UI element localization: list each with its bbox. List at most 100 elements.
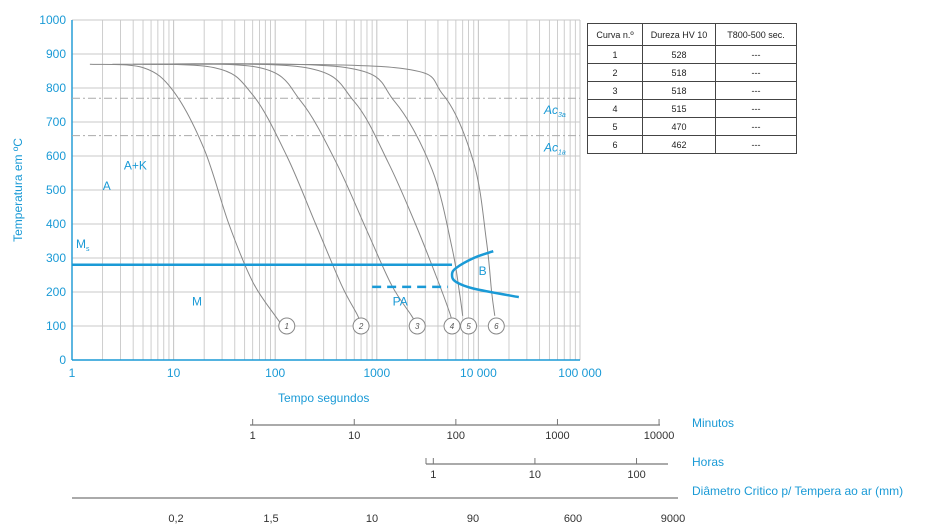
minutes-tick-label: 1 xyxy=(250,430,256,442)
table-row: 3 518 --- xyxy=(587,81,797,100)
y-tick-label: 100 xyxy=(46,319,66,333)
x-axis-title: Tempo segundos xyxy=(278,391,369,405)
y-axis-title: Temperatura em ºC xyxy=(11,138,25,242)
curve-markers: 1 2 3 4 5 6 xyxy=(278,317,505,335)
table-cell: --- xyxy=(715,81,797,100)
y-tick-label: 200 xyxy=(46,285,66,299)
curve-marker xyxy=(487,317,505,335)
y-tick-label: 300 xyxy=(46,251,66,265)
ms-subscript: s xyxy=(86,246,90,253)
region-label: PA xyxy=(393,295,408,309)
table-header-time: T800-500 sec. xyxy=(715,23,797,46)
minutes-tick-label: 100 xyxy=(447,430,465,442)
diameter-tick-label: 0,2 xyxy=(168,513,183,525)
curve-marker xyxy=(408,317,426,335)
cooling-curve-6 xyxy=(157,63,496,316)
table-cell: 5 xyxy=(587,117,643,136)
curve-marker-label: 3 xyxy=(415,322,420,331)
minutes-tick-label: 1000 xyxy=(545,430,569,442)
cooling-curve-1 xyxy=(89,63,284,327)
cooling-curve-2 xyxy=(112,63,362,327)
diameter-axis-title: Diâmetro Critico p/ Tempera ao ar (mm) xyxy=(692,484,903,498)
x-tick-label: 100 000 xyxy=(558,366,602,380)
y-tick-label: 800 xyxy=(46,81,66,95)
table-cell: 462 xyxy=(642,135,716,154)
region-label: A+K xyxy=(124,159,147,173)
transformation-lines xyxy=(72,250,520,299)
curve-marker xyxy=(443,317,461,335)
cooling-curve-3 xyxy=(133,63,418,327)
x-tick-label: 10 000 xyxy=(460,366,497,380)
table-cell: 515 xyxy=(642,99,716,118)
diameter-tick-label: 10 xyxy=(366,513,378,525)
table-cell: 3 xyxy=(587,81,643,100)
diameter-tick-label: 600 xyxy=(564,513,582,525)
x-tick-label: 1000 xyxy=(363,366,390,380)
secondary-axes: 1 10 100 1000 10000 Minutos 1 10 100 Horas 0,2 1,5 1… xyxy=(72,416,903,525)
diameter-tick-label: 1,5 xyxy=(263,513,278,525)
table-header-curve: Curva n.º xyxy=(587,23,643,46)
table-header-row: Curva n.º Dureza HV 10 T800-500 sec. xyxy=(587,23,797,46)
curve-marker xyxy=(460,317,478,335)
region-label: B xyxy=(479,264,487,278)
table-cell: --- xyxy=(715,63,797,82)
table-row: 1 528 --- xyxy=(587,45,797,64)
x-tick-label: 100 xyxy=(265,366,285,380)
reference-line-subscript: 1a xyxy=(558,150,566,157)
table-cell: 6 xyxy=(587,135,643,154)
minutes-tick-label: 10 xyxy=(348,430,360,442)
table-cell: --- xyxy=(715,99,797,118)
table-cell: --- xyxy=(715,45,797,64)
curve-marker xyxy=(352,317,370,335)
region-label: A xyxy=(103,179,111,193)
region-label: M xyxy=(192,295,202,309)
table-cell: 1 xyxy=(587,45,643,64)
table-row: 2 518 --- xyxy=(587,63,797,82)
table-cell: 518 xyxy=(642,63,716,82)
curve-marker-label: 4 xyxy=(450,322,455,331)
cooling-curve-4 xyxy=(143,63,453,323)
curve-marker-label: 2 xyxy=(358,322,364,331)
minutes-axis-title: Minutos xyxy=(692,416,734,430)
curve-marker xyxy=(278,317,296,335)
y-tick-label: 500 xyxy=(46,183,66,197)
hours-tick-label: 10 xyxy=(529,469,541,481)
reference-line-label: Ac1a xyxy=(543,141,566,157)
curve-marker-label: 6 xyxy=(494,322,499,331)
hours-tick-label: 1 xyxy=(430,469,436,481)
ms-label: Ms xyxy=(76,237,90,253)
y-tick-label: 900 xyxy=(46,47,66,61)
hours-axis-title: Horas xyxy=(692,455,724,469)
y-tick-label: 700 xyxy=(46,115,66,129)
table-row: 5 470 --- xyxy=(587,117,797,136)
table-row: 6 462 --- xyxy=(587,135,797,154)
bainite-curve xyxy=(450,250,520,299)
y-tick-label: 0 xyxy=(59,353,66,367)
reference-lines xyxy=(72,97,580,137)
table-row: 4 515 --- xyxy=(587,99,797,118)
reference-line-subscript: 3a xyxy=(558,112,566,119)
table-cell: 470 xyxy=(642,117,716,136)
x-tick-label: 10 xyxy=(167,366,181,380)
hardness-table: Curva n.º Dureza HV 10 T800-500 sec. 1 52… xyxy=(587,23,797,154)
y-tick-label: 1000 xyxy=(39,13,66,27)
x-tick-label: 1 xyxy=(69,366,76,380)
cooling-curves xyxy=(89,63,496,327)
reference-line-label: Ac3a xyxy=(543,103,566,119)
table-cell: 2 xyxy=(587,63,643,82)
grid xyxy=(71,19,581,361)
y-tick-label: 600 xyxy=(46,149,66,163)
table-cell: --- xyxy=(715,135,797,154)
minutes-tick-label: 10000 xyxy=(644,430,675,442)
diameter-tick-label: 9000 xyxy=(661,513,685,525)
y-tick-label: 400 xyxy=(46,217,66,231)
table-cell: 518 xyxy=(642,81,716,100)
table-cell: 4 xyxy=(587,99,643,118)
table-cell: 528 xyxy=(642,45,716,64)
curve-marker-label: 5 xyxy=(466,322,471,331)
hours-tick-label: 100 xyxy=(627,469,645,481)
labels: 0 100 200 300 400 500 600 700 800 900 1000 1 10 100 10… xyxy=(11,13,602,405)
table-header-hardness: Dureza HV 10 xyxy=(642,23,716,46)
diameter-tick-label: 90 xyxy=(467,513,479,525)
